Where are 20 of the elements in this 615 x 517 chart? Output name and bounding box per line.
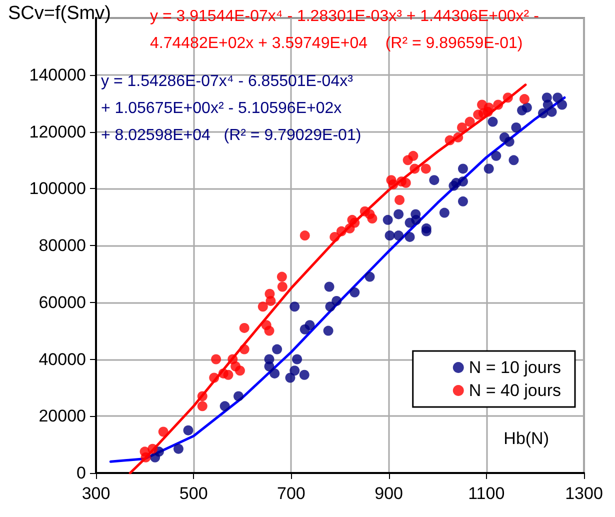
x-tick-label: 1300	[565, 484, 603, 503]
x-tick-label: 900	[374, 484, 403, 503]
y-tick-label: 20000	[38, 406, 86, 426]
y-tick-label: 140000	[29, 65, 86, 84]
y-axis-title: SCv=f(Smv)	[8, 3, 111, 24]
x-tick-label: 1100	[468, 484, 505, 503]
y-tick-label: 120000	[29, 122, 86, 142]
y-tick-label: 100000	[29, 179, 86, 198]
y-tick-label: 0	[76, 464, 86, 482]
y-tick-label: 80000	[38, 236, 86, 255]
x-tick-label: 500	[179, 484, 208, 503]
x-tick-label: 700	[277, 484, 306, 503]
annotation: y = 1.54286E-07x⁴ - 6.85501E-04x³ + 1.05675E+00x² - 5.10596E+02x + 8.02598E+04 (R² = 9.79029E-01)	[101, 73, 362, 144]
x-tick-label: 300	[82, 484, 110, 503]
y-tick-label: 40000	[38, 350, 86, 369]
legend-label: N = 40 jours	[468, 381, 562, 400]
x-axis-title: Hb(N)	[504, 429, 550, 448]
y-tick-label: 60000	[38, 292, 86, 312]
annotation: y = 3.91544E-07x⁴ - 1.28301E-03x³ + 1.44306E+00x² - 4.74482E+02x + 3.59749E+04 (R² = 9.89659E-01)	[150, 8, 539, 52]
legend-label: N = 10 jours	[468, 358, 562, 377]
